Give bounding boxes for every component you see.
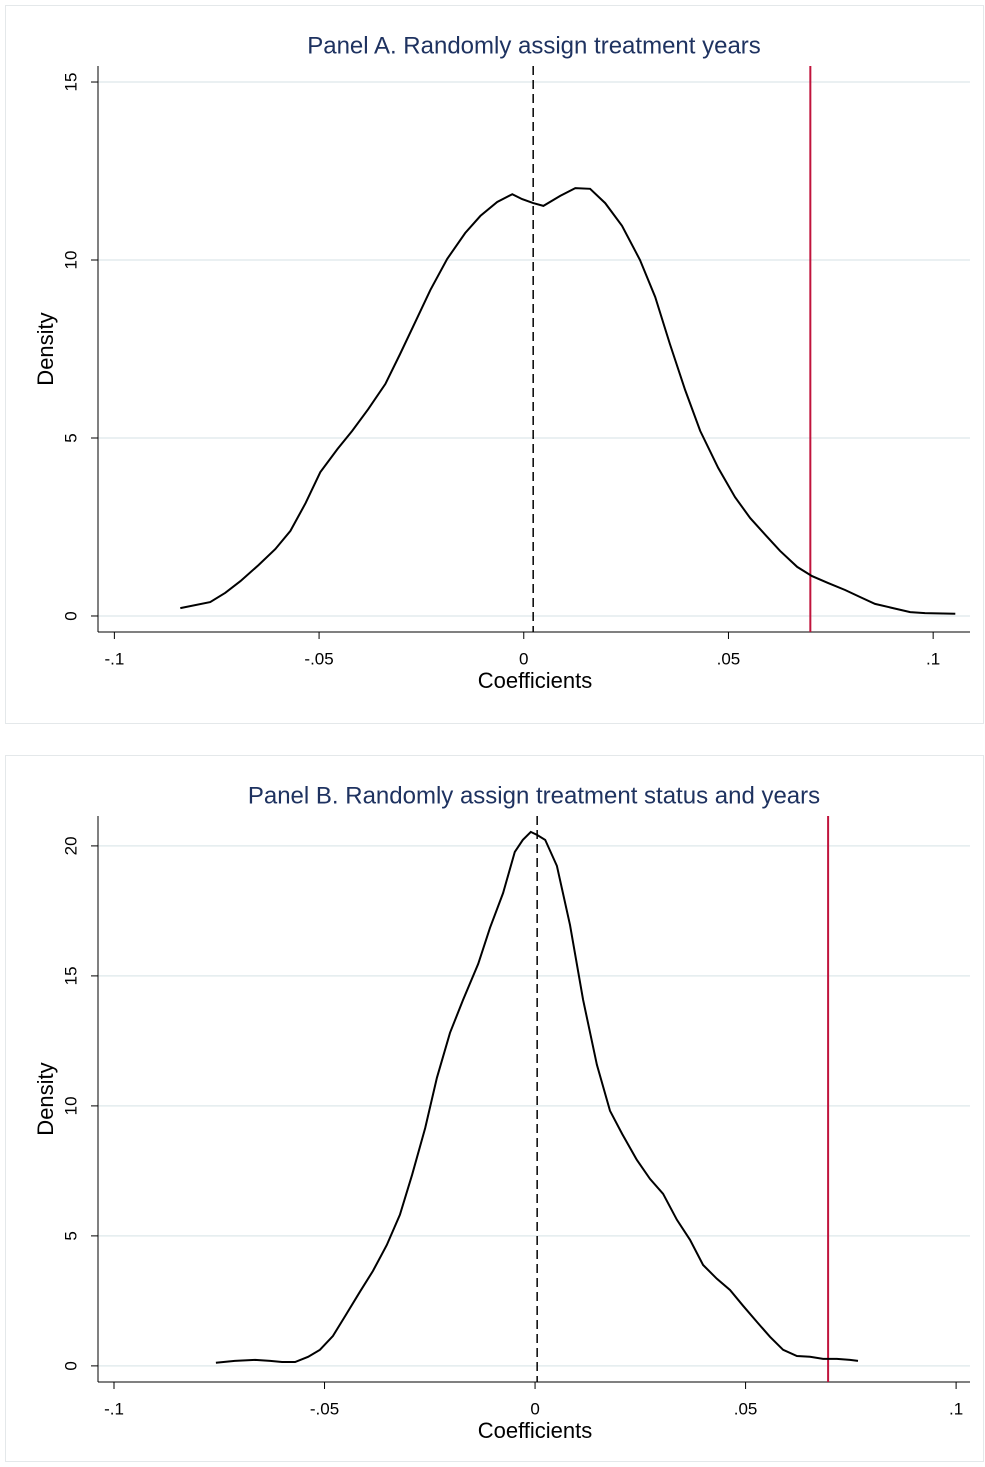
chart-title: Panel B. Randomly assign treatment statu… (248, 782, 820, 809)
y-tick-label: 5 (61, 433, 80, 442)
x-tick-label: -.1 (104, 649, 124, 668)
x-tick-label: .05 (717, 649, 741, 668)
y-tick-label: 10 (61, 1096, 80, 1115)
y-tick-label: 0 (61, 611, 80, 620)
x-tick-label: 0 (530, 1399, 539, 1418)
x-tick-label: .1 (949, 1399, 963, 1418)
chart-title: Panel A. Randomly assign treatment years (307, 32, 761, 59)
y-tick-label: 15 (61, 966, 80, 985)
y-axis-label: Density (33, 1062, 58, 1135)
x-tick-label: -.05 (304, 649, 333, 668)
y-tick-label: 0 (61, 1361, 80, 1370)
x-axis-label: Coefficients (478, 1418, 593, 1443)
x-axis-label: Coefficients (478, 668, 593, 693)
panel-frame (5, 5, 984, 724)
density-line (180, 187, 956, 615)
y-tick-label: 15 (61, 73, 80, 92)
x-tick-label: .05 (734, 1399, 758, 1418)
x-tick-label: .1 (926, 649, 940, 668)
x-tick-label: 0 (519, 649, 528, 668)
y-tick-label: 20 (61, 836, 80, 855)
density-line (215, 830, 859, 1364)
panel-frame (5, 755, 984, 1462)
y-tick-label: 5 (61, 1231, 80, 1240)
x-tick-label: -.1 (104, 1399, 124, 1418)
y-axis-label: Density (33, 312, 58, 385)
x-tick-label: -.05 (310, 1399, 339, 1418)
y-tick-label: 10 (61, 251, 80, 270)
